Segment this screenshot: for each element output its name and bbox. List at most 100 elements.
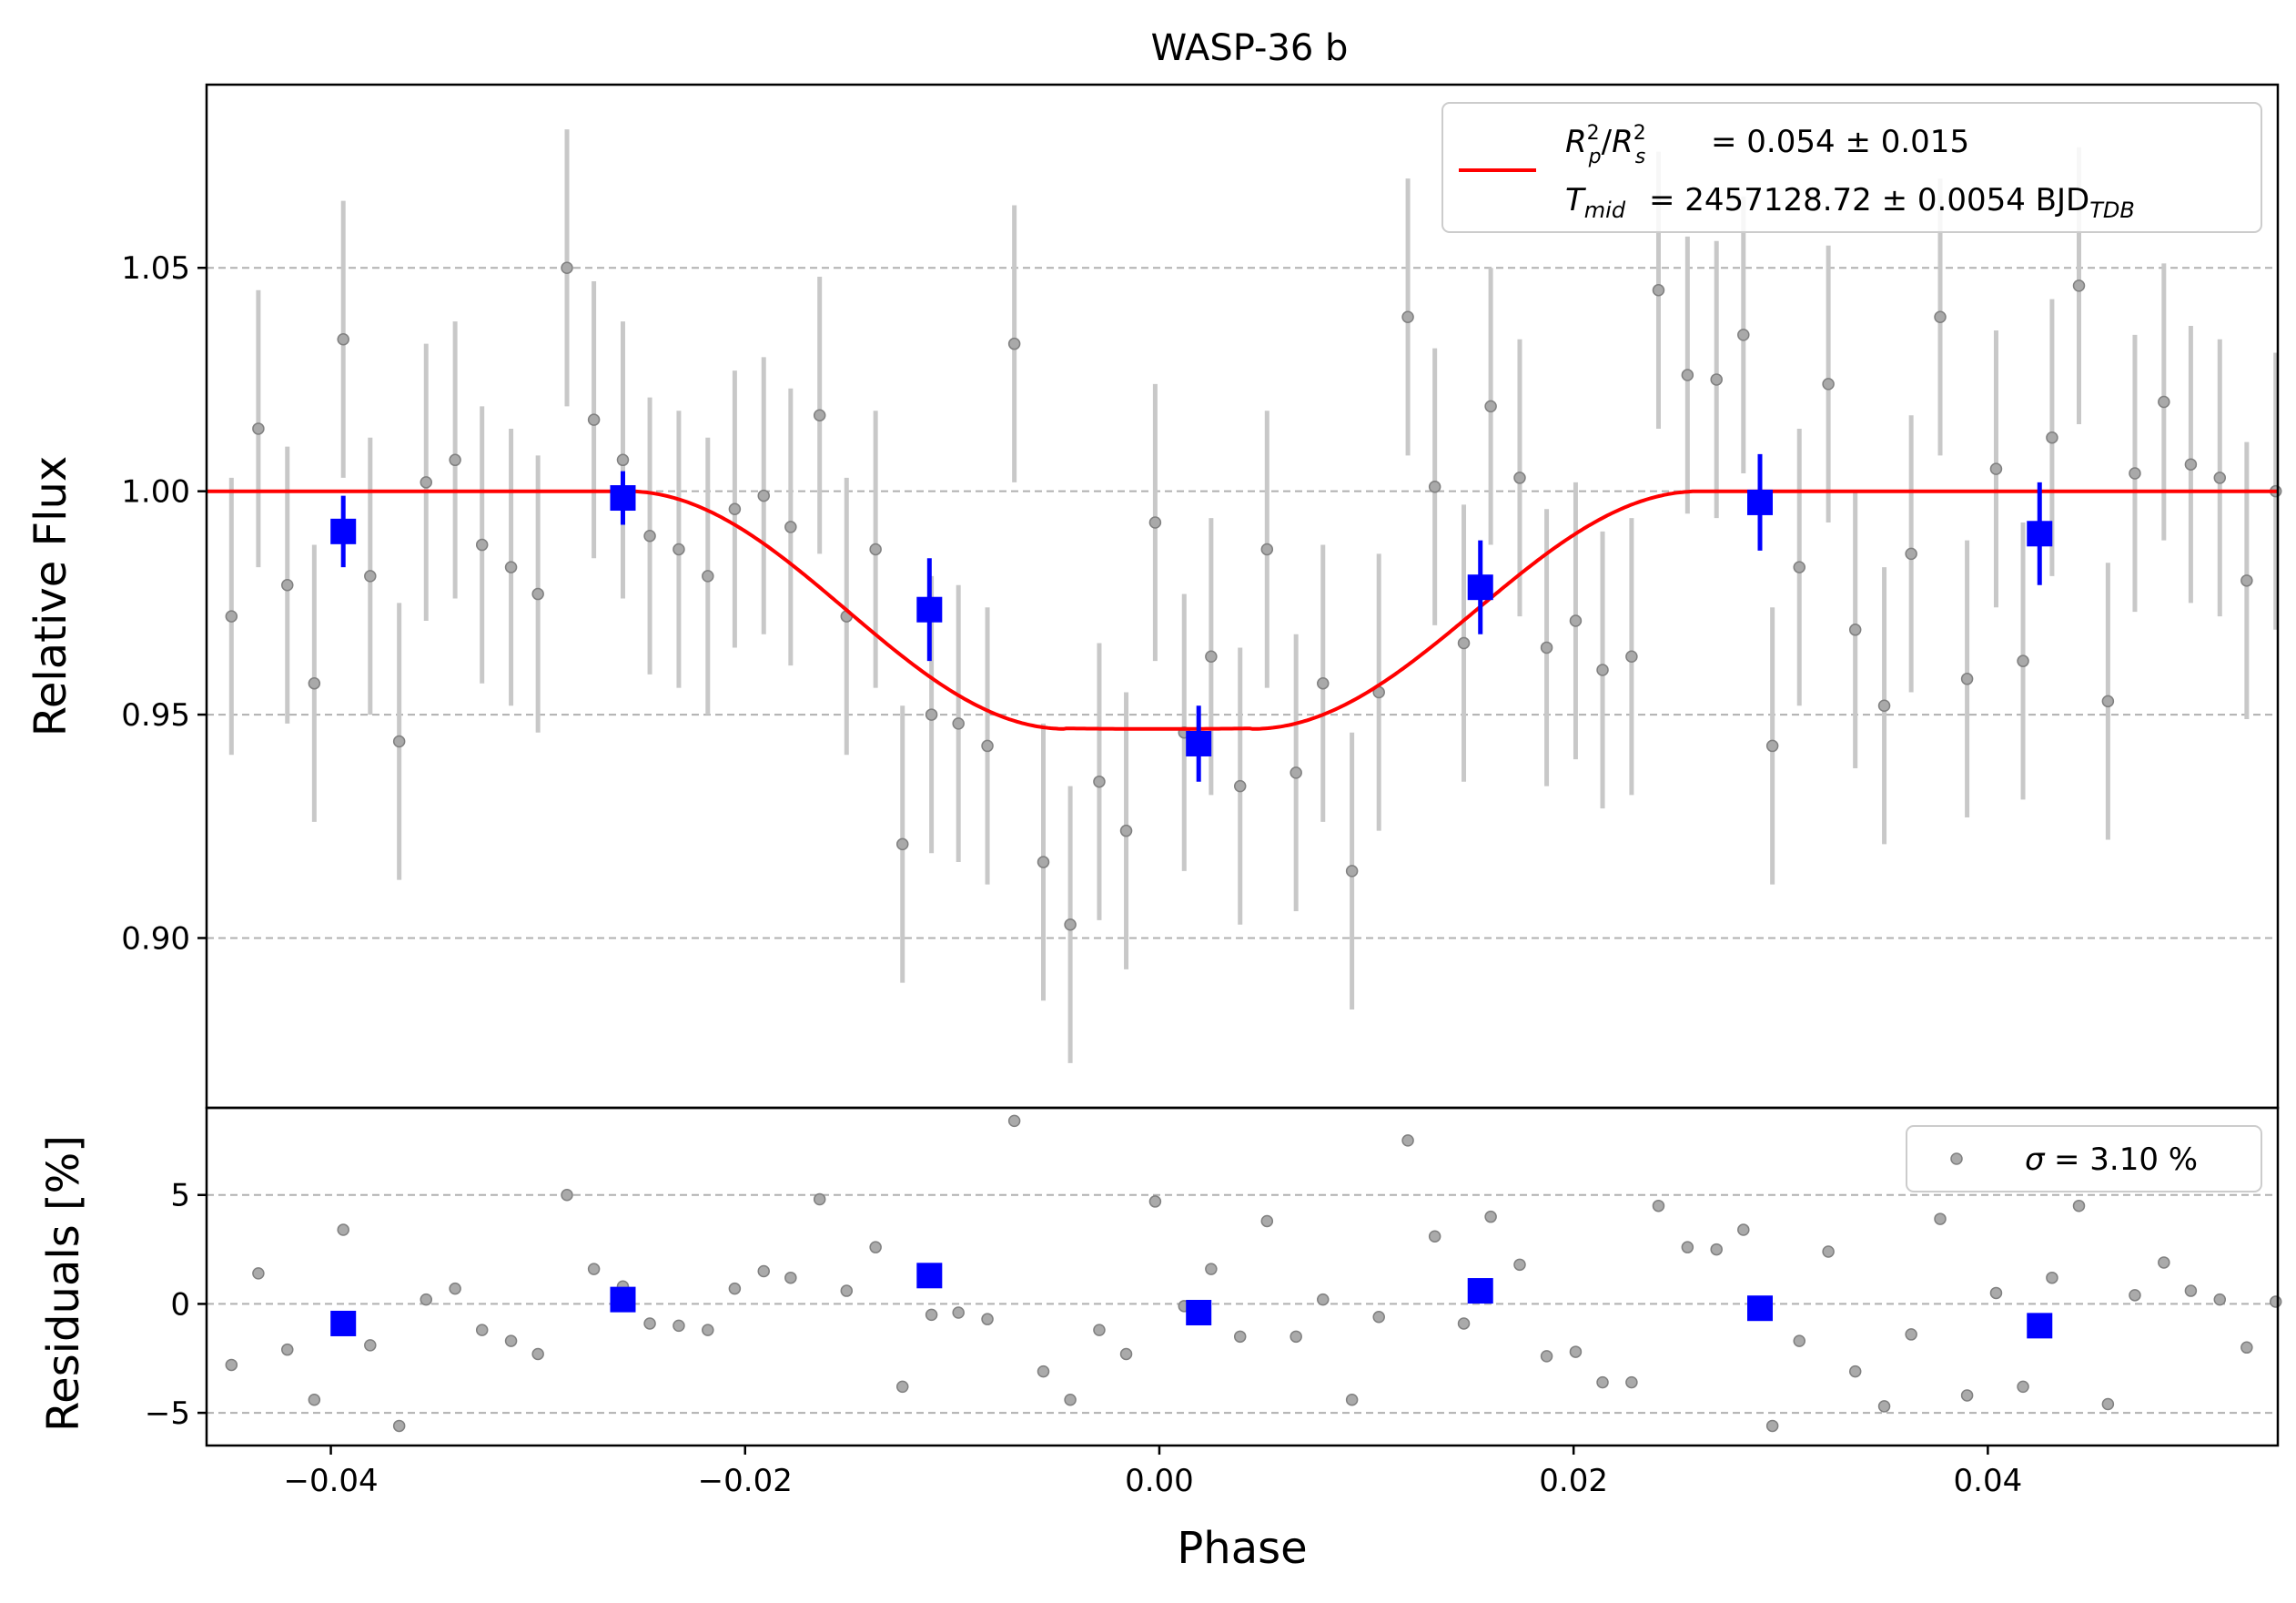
flux-binned-point: [1747, 489, 1773, 515]
flux-raw-point: [1093, 775, 1106, 788]
residual-raw-point: [1513, 1258, 1526, 1272]
residual-raw-point: [2046, 1271, 2058, 1284]
residuals-raw-points: [225, 1114, 2282, 1433]
flux-binned-point: [916, 596, 943, 623]
residual-binned-point: [610, 1286, 636, 1313]
flux-raw-point: [2101, 695, 2115, 708]
residual-raw-point: [449, 1282, 461, 1295]
flux-raw-point: [1233, 779, 1247, 793]
residuals-binned-points: [330, 1263, 2053, 1339]
flux-y-tick-label: 0.90: [121, 920, 190, 957]
residual-raw-point: [1960, 1389, 1974, 1402]
residual-raw-point: [1905, 1328, 1917, 1341]
flux-raw-point: [1148, 516, 1162, 529]
residual-binned-point: [1747, 1295, 1773, 1322]
residual-raw-point: [281, 1343, 294, 1356]
residual-raw-point: [1372, 1311, 1385, 1324]
residual-raw-point: [1290, 1330, 1302, 1344]
residuals-y-tick-label: −5: [145, 1395, 190, 1432]
residual-raw-point: [2101, 1397, 2115, 1411]
flux-raw-point: [1119, 824, 1133, 837]
residual-raw-point: [1569, 1345, 1583, 1358]
flux-raw-point: [1989, 462, 2003, 475]
residual-raw-point: [1765, 1419, 1779, 1433]
residual-raw-point: [1233, 1330, 1247, 1344]
flux-y-tick-label: 1.05: [121, 250, 190, 287]
residual-raw-point: [1934, 1212, 1947, 1225]
residuals-panel: −5 0 5 Residuals [%] σ = 3.10 %: [38, 1106, 2282, 1447]
flux-y-tick-label: 0.95: [121, 697, 190, 734]
flux-raw-point: [616, 453, 630, 467]
flux-raw-point: [1401, 310, 1414, 323]
residual-raw-point: [925, 1308, 938, 1322]
residual-raw-point: [1007, 1114, 1021, 1128]
residuals-legend-box: [1906, 1125, 2262, 1192]
residual-raw-point: [1652, 1199, 1665, 1212]
residual-raw-point: [1119, 1347, 1133, 1361]
residual-raw-point: [1457, 1317, 1471, 1330]
flux-raw-point: [225, 610, 238, 623]
residual-raw-point: [475, 1324, 489, 1336]
residual-raw-point: [981, 1313, 994, 1325]
chart-title: WASP-36 b: [1151, 27, 1349, 69]
residual-raw-point: [252, 1267, 265, 1280]
residual-raw-point: [1540, 1350, 1553, 1363]
residual-raw-point: [1037, 1365, 1050, 1378]
flux-binned-point: [1467, 574, 1493, 601]
residual-raw-point: [1877, 1400, 1891, 1413]
flux-raw-point: [869, 543, 882, 556]
flux-raw-point: [1513, 472, 1526, 484]
flux-binned-point: [330, 518, 357, 544]
legend-residual-marker: [1950, 1152, 1963, 1165]
flux-raw-point: [673, 543, 685, 556]
flux-raw-point: [1457, 636, 1471, 650]
flux-y-tick-label: 1.00: [121, 474, 190, 511]
residual-raw-point: [2017, 1380, 2029, 1394]
residuals-y-tick-label: 0: [170, 1286, 190, 1323]
residual-binned-point: [916, 1263, 943, 1289]
flux-raw-point: [895, 837, 909, 851]
residual-raw-point: [1148, 1195, 1162, 1208]
residuals-panel-frame: [205, 1106, 2280, 1447]
residual-raw-point: [308, 1393, 321, 1406]
residual-raw-point: [504, 1334, 518, 1347]
x-axis-label: Phase: [1177, 1523, 1307, 1574]
residual-binned-point: [330, 1310, 357, 1336]
flux-raw-point: [1960, 673, 1974, 685]
flux-raw-point: [2240, 574, 2253, 587]
x-tick-label: 0.00: [1125, 1463, 1194, 1499]
residual-raw-point: [561, 1188, 573, 1202]
flux-raw-point: [1205, 650, 1218, 664]
flux-raw-point: [813, 409, 826, 421]
flux-raw-point: [1290, 766, 1302, 779]
residuals-legend: σ = 3.10 %: [1906, 1125, 2262, 1192]
residual-raw-point: [2269, 1295, 2282, 1308]
flux-raw-point: [981, 739, 994, 753]
x-tick-label: −0.04: [283, 1463, 378, 1499]
flux-raw-points: [225, 261, 2282, 931]
flux-raw-point: [1793, 561, 1805, 573]
residual-raw-point: [392, 1419, 406, 1433]
residual-raw-point: [1989, 1286, 2003, 1300]
flux-raw-point: [1652, 284, 1665, 297]
flux-raw-point: [1007, 337, 1021, 350]
flux-raw-point: [364, 570, 377, 583]
flux-binned-point: [2027, 521, 2053, 547]
flux-raw-point: [1848, 624, 1862, 636]
residual-raw-point: [2158, 1256, 2170, 1269]
legend-tmid-subscript: TDB: [2089, 198, 2135, 223]
flux-raw-point: [2184, 458, 2198, 471]
legend-sigma-symbol: σ: [2025, 1141, 2046, 1178]
flux-raw-point: [1737, 329, 1750, 341]
flux-raw-point: [337, 333, 349, 346]
residual-raw-point: [225, 1358, 238, 1372]
flux-raw-point: [475, 538, 489, 552]
flux-raw-point: [1681, 369, 1694, 381]
flux-raw-point: [2158, 395, 2170, 409]
residual-raw-point: [1596, 1375, 1609, 1389]
residual-raw-point: [1793, 1334, 1805, 1347]
legend-tmid-main: = 2457128.72 ± 0.0054 BJD: [1649, 182, 2089, 218]
flux-raw-point: [561, 261, 573, 274]
flux-y-axis-label: Relative Flux: [25, 456, 76, 737]
